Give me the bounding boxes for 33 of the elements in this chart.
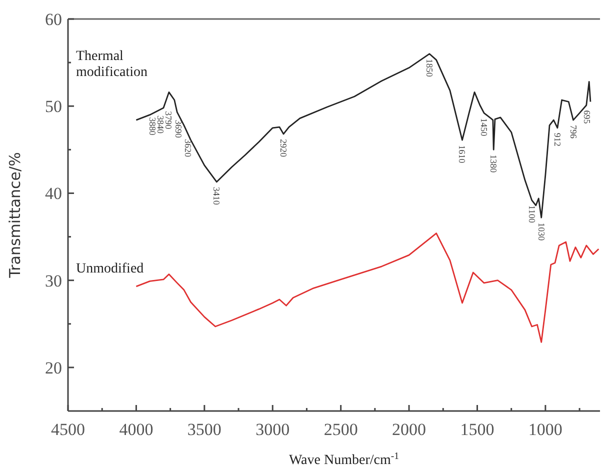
x-tick-label: 1500 [460, 420, 494, 439]
x-tick-label: 3000 [256, 420, 290, 439]
x-tick-label: 2500 [324, 420, 358, 439]
y-tick-label: 60 [45, 10, 62, 29]
annotation: 3690 [173, 120, 184, 138]
annotation: 2920 [278, 138, 289, 158]
x-tick-label: 4000 [119, 420, 154, 439]
annotation: 3880 [148, 117, 158, 136]
x-tick-label: 3500 [187, 420, 222, 439]
annotation: 1850 [424, 58, 434, 78]
x-tick-label: 4500 [51, 420, 85, 439]
x-axis-title: Wave Number/cm$^{-1}$ [288, 450, 400, 468]
annotation: 3410 [212, 186, 222, 206]
annotation: 3790 [164, 111, 174, 130]
x-tick-label: 1000 [528, 420, 562, 439]
y-tick-label: 50 [45, 97, 62, 116]
y-tick-label: 40 [45, 184, 62, 204]
annotation: 1030 [536, 222, 546, 242]
series-label: Thermal modification [76, 49, 148, 80]
series-label: Unmodified [76, 261, 144, 276]
x-tick-label: 2000 [392, 420, 426, 439]
annotation: 1610 [457, 145, 468, 164]
annotation: 912 [552, 132, 562, 146]
annotation: 3620 [183, 138, 194, 158]
annotation: 1380 [488, 154, 499, 174]
annotation: 1100 [526, 205, 537, 224]
y-axis-title: Transmittance/% [6, 152, 24, 279]
annotation: 695 [582, 110, 592, 124]
annotation: 1450 [479, 118, 490, 137]
annotation: 3840 [156, 115, 166, 134]
annotation: 796 [568, 125, 578, 140]
y-tick-label: 20 [45, 358, 62, 378]
y-tick-label: 30 [45, 271, 62, 290]
